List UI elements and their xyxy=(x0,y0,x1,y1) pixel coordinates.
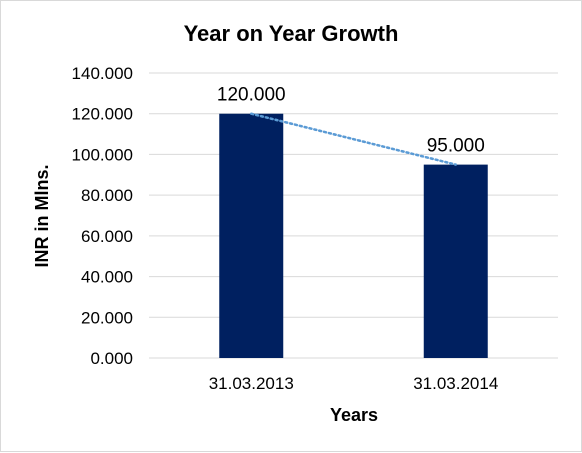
y-tick-label: 20.000 xyxy=(81,308,133,327)
y-axis-title: INR in Mlns. xyxy=(32,165,52,268)
bars xyxy=(219,113,488,358)
y-tick-label: 0.000 xyxy=(90,349,133,368)
y-axis-ticks: 0.000 20.000 40.000 60.000 80.000 100.000 120.… xyxy=(72,64,133,368)
y-tick-label: 120.000 xyxy=(72,105,133,124)
y-tick-label: 80.000 xyxy=(81,186,133,205)
x-tick-label: 31.03.2014 xyxy=(413,374,498,393)
gridlines xyxy=(149,72,558,359)
trendline-group xyxy=(250,112,457,166)
x-axis-ticks: 31.03.2013 31.03.2014 xyxy=(209,374,499,393)
bar xyxy=(423,164,488,358)
data-label: 95.000 xyxy=(427,136,485,157)
data-label: 120.000 xyxy=(217,85,286,106)
bar xyxy=(219,113,284,358)
y-tick-label: 60.000 xyxy=(81,227,133,246)
y-tick-label: 40.000 xyxy=(81,268,133,287)
data-labels: 120.000 95.000 xyxy=(217,85,485,157)
y-tick-label: 100.000 xyxy=(72,145,133,164)
chart-title: Year on Year Growth xyxy=(184,21,399,46)
y-tick-label: 140.000 xyxy=(72,64,133,83)
x-tick-label: 31.03.2013 xyxy=(209,374,294,393)
trendline xyxy=(250,112,457,166)
x-axis-title: Years xyxy=(330,405,378,425)
